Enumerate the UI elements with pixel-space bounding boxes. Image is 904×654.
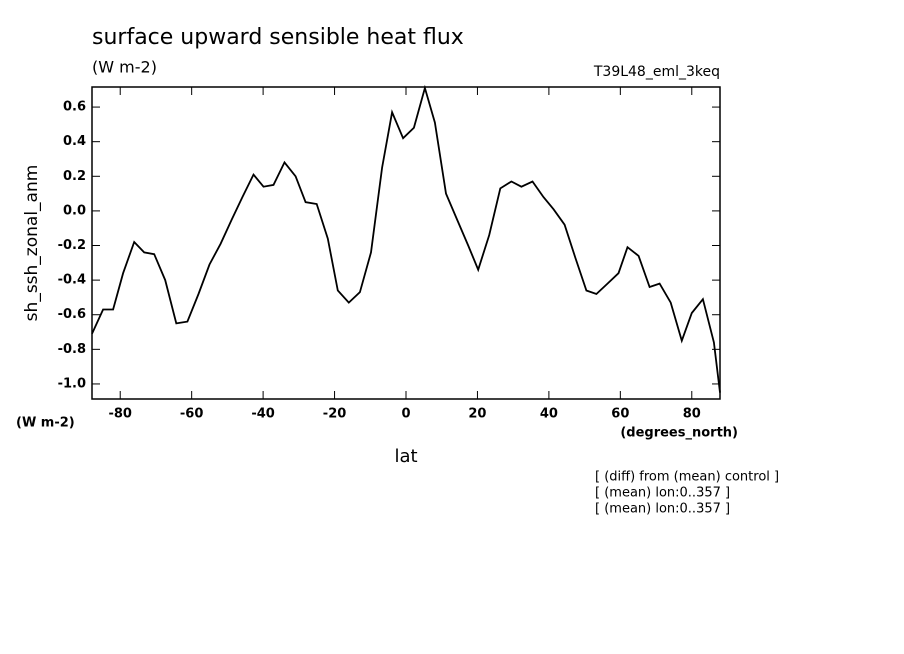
- note: [ (diff) from (mean) control ]: [595, 470, 779, 485]
- chart-title: surface upward sensible heat flux: [92, 25, 464, 50]
- y-tick-label: -0.2: [58, 238, 86, 253]
- y-tick-label: 0.0: [63, 203, 86, 218]
- y-tick-label: -0.6: [58, 307, 86, 322]
- annotation: T39L48_eml_3keq: [593, 64, 720, 80]
- y-axis-label: sh_ssh_zonal_anm: [22, 165, 42, 322]
- x-tick-label: 80: [683, 407, 701, 422]
- x-tick-label: 60: [611, 407, 629, 422]
- note: [ (mean) lon:0..357 ]: [595, 486, 730, 501]
- x-tick-label: 40: [540, 407, 558, 422]
- x-tick-label: 20: [468, 407, 486, 422]
- y-tick-label: -1.0: [58, 376, 86, 391]
- x-units: (degrees_north): [620, 426, 738, 441]
- y-tick-label: -0.4: [58, 273, 86, 288]
- y-units: (W m-2): [16, 416, 75, 431]
- data-line: [91, 84, 721, 393]
- plot-frame: [91, 86, 721, 400]
- x-tick-label: -40: [251, 407, 275, 422]
- y-tick-label: 0.6: [63, 100, 86, 115]
- x-tick-label: -80: [108, 407, 132, 422]
- units: (W m-2): [92, 58, 157, 77]
- x-axis-label: lat: [394, 446, 417, 467]
- y-tick-label: 0.2: [63, 169, 86, 184]
- x-tick-label: -60: [180, 407, 204, 422]
- x-tick-label: 0: [401, 407, 410, 422]
- y-tick-label: 0.4: [63, 134, 86, 149]
- x-tick-label: -20: [323, 407, 347, 422]
- y-tick-label: -0.8: [58, 342, 86, 357]
- note: [ (mean) lon:0..357 ]: [595, 502, 730, 517]
